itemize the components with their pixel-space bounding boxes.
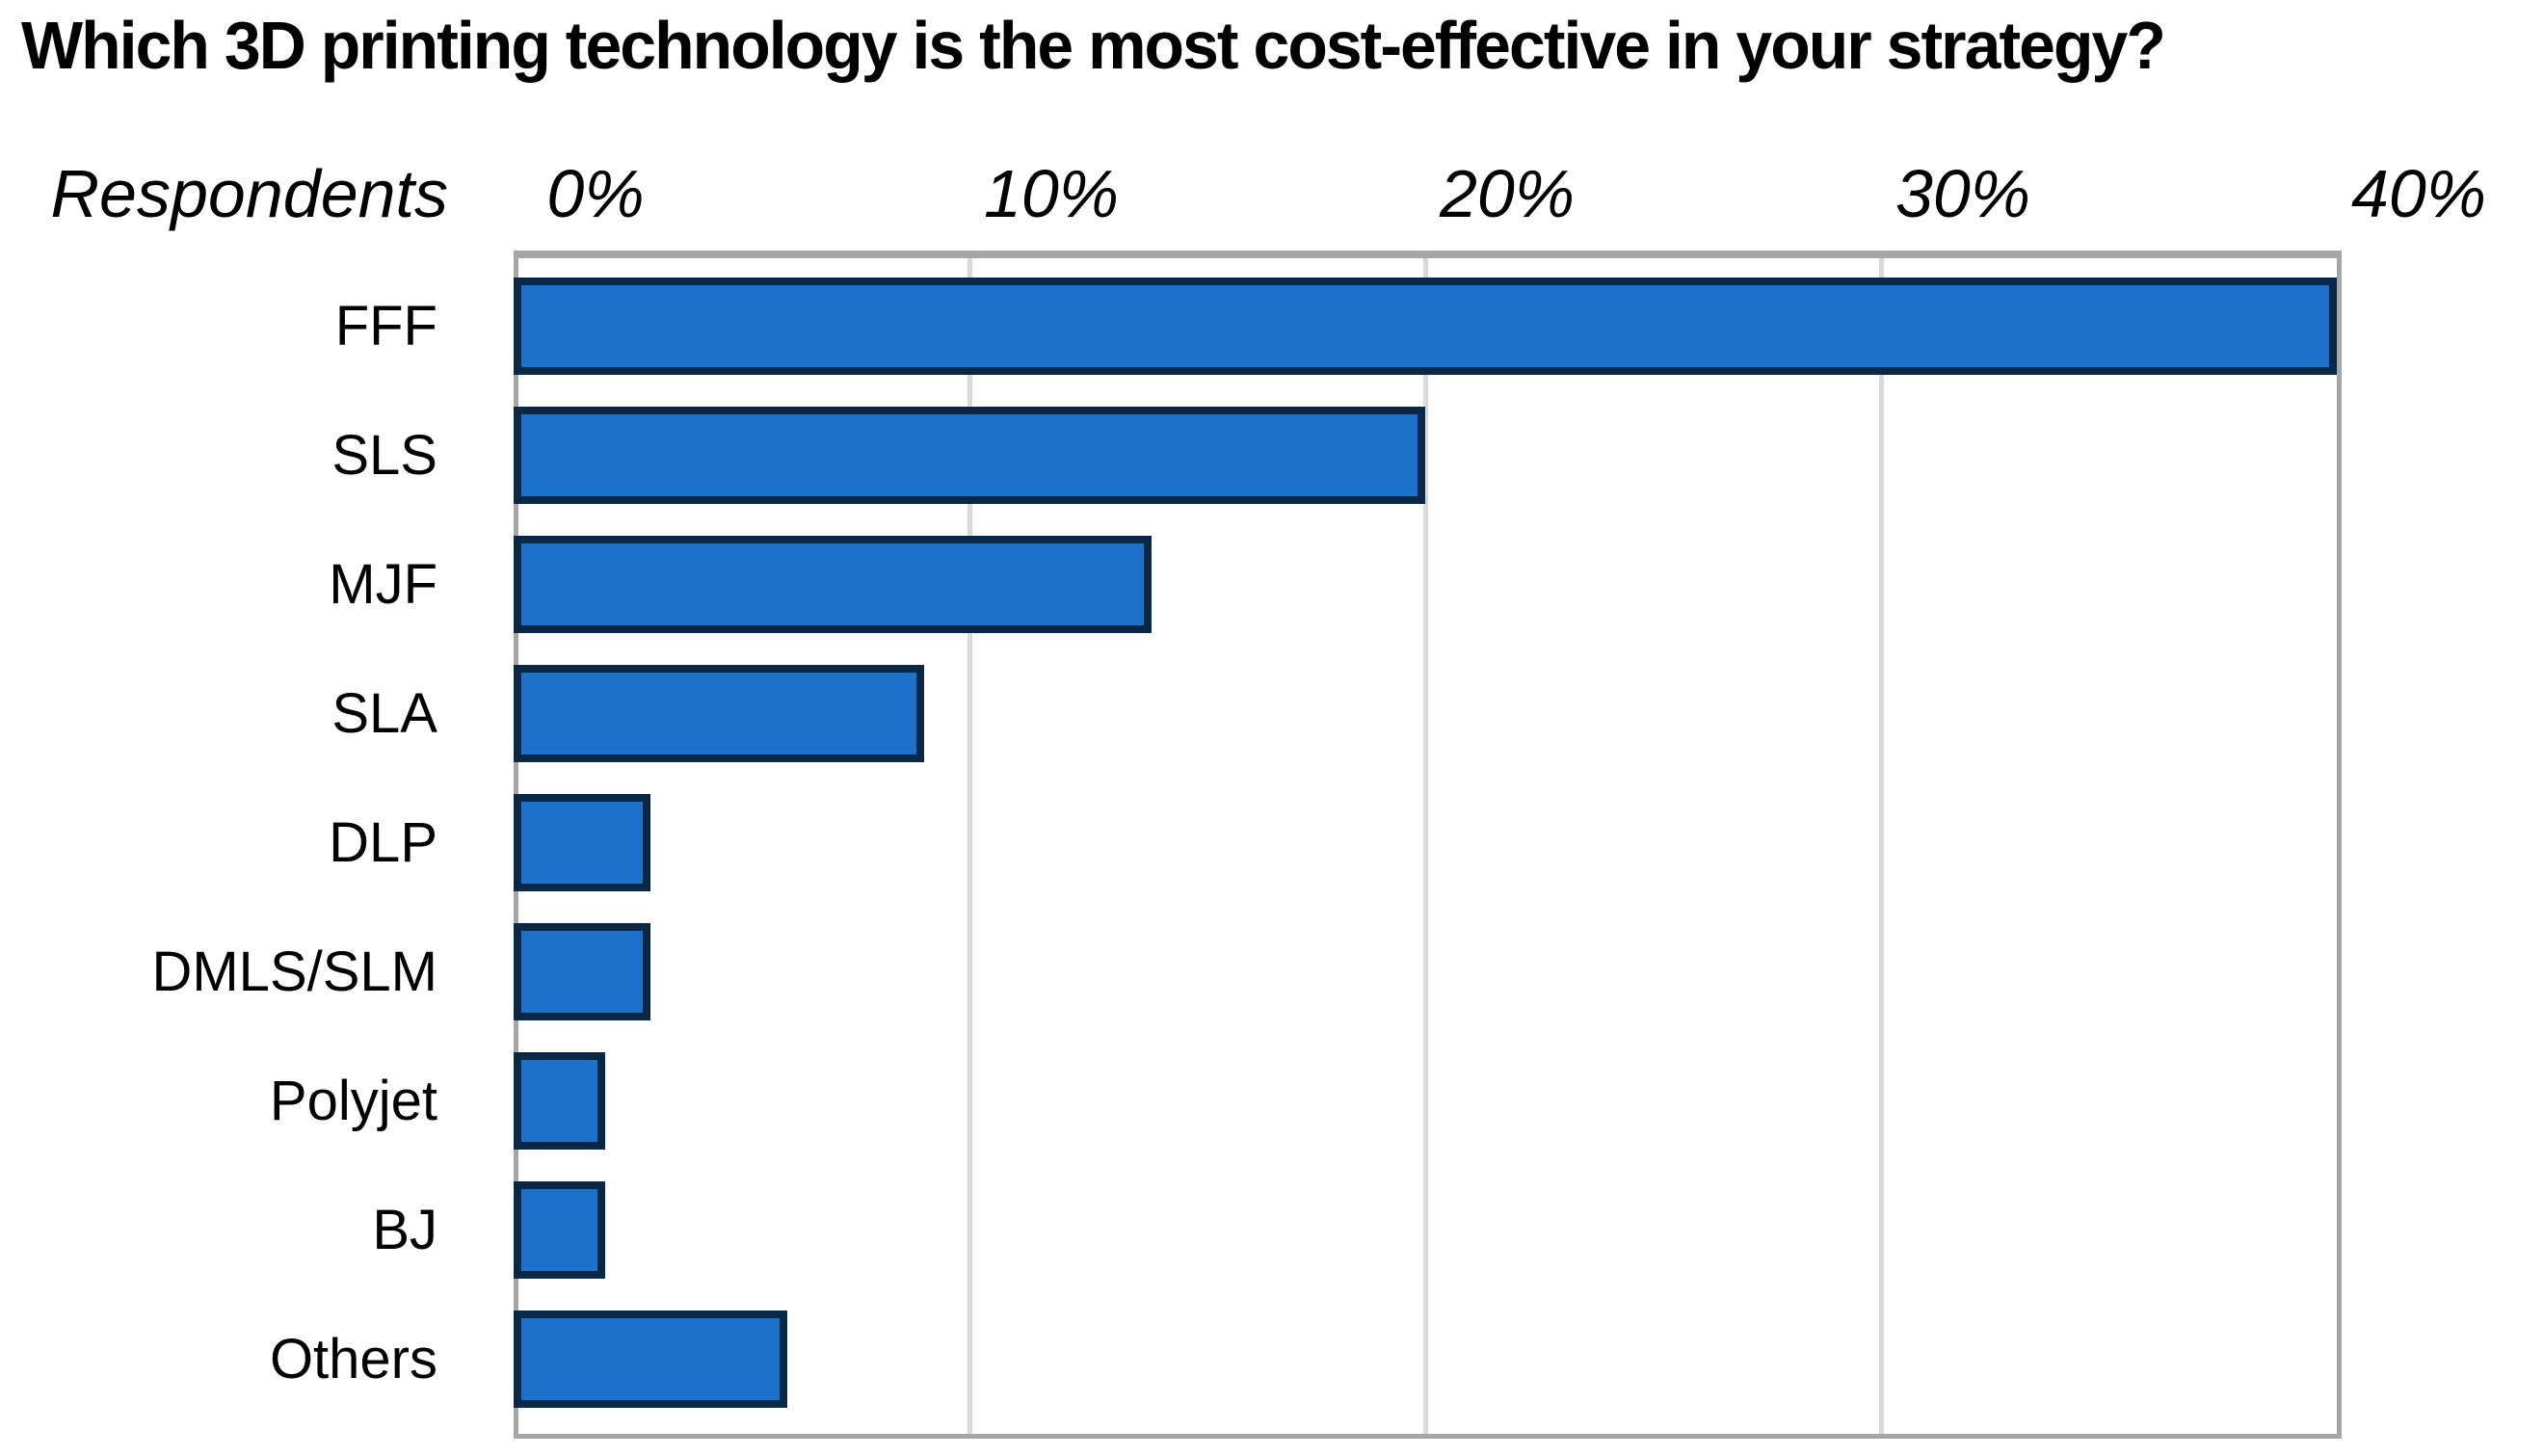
bar-sls	[514, 407, 1425, 504]
category-label: DLP	[329, 811, 437, 874]
respondents-axis-label: Respondents	[50, 156, 448, 231]
category-label: MJF	[329, 553, 437, 616]
category-label: SLA	[331, 682, 437, 745]
bar-dmls-slm	[514, 923, 650, 1020]
bar-sla	[514, 665, 924, 762]
category-label: BJ	[372, 1199, 437, 1261]
category-label: Polyjet	[269, 1070, 437, 1132]
x-gridline	[967, 258, 972, 1434]
category-label: Others	[269, 1328, 437, 1390]
x-gridline	[1879, 258, 1884, 1434]
category-label: DMLS/SLM	[151, 940, 437, 1003]
x-tick-label: 10%	[983, 156, 1120, 231]
chart-title: Which 3D printing technology is the most…	[21, 8, 2166, 83]
x-tick-label: 20%	[1439, 156, 1576, 231]
x-tick-label: 40%	[2350, 156, 2487, 231]
category-label: SLS	[331, 424, 437, 487]
bar-fff	[514, 278, 2337, 375]
x-tick-label: 30%	[1895, 156, 2031, 231]
bar-dlp	[514, 794, 650, 891]
category-label: FFF	[334, 295, 437, 357]
bar-others	[514, 1310, 787, 1408]
bar-bj	[514, 1181, 605, 1279]
x-gridline	[1423, 258, 1428, 1434]
bar-polyjet	[514, 1052, 605, 1150]
x-tick-label: 0%	[546, 156, 645, 231]
bar-mjf	[514, 536, 1153, 633]
